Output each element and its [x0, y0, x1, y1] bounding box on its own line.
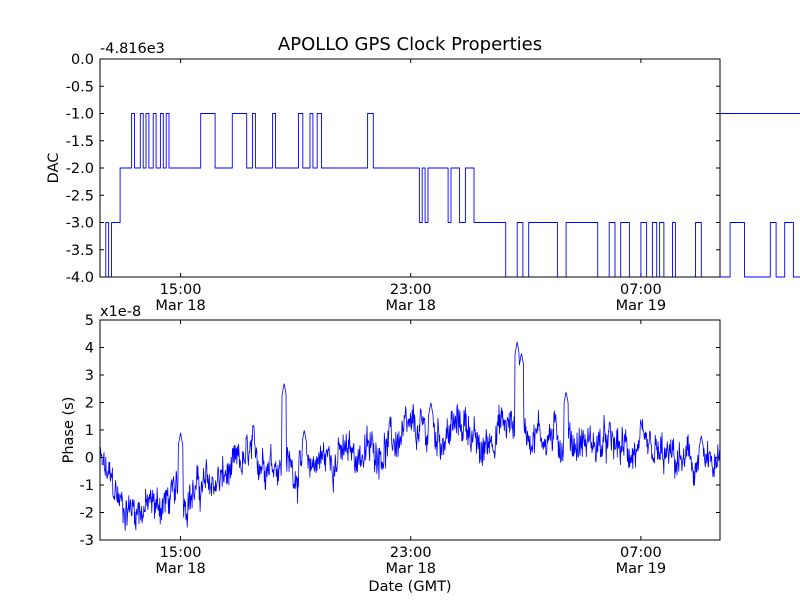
- dac-x-tick-time: 15:00: [160, 282, 202, 298]
- dac-y-tick-label: -1.5: [66, 134, 94, 150]
- dac-plot-frame: [99, 58, 721, 278]
- dac-y-tick-label: -1.0: [66, 107, 94, 123]
- phase-x-tick-time: 23:00: [390, 545, 432, 561]
- phase-x-tick-date: Mar 18: [155, 561, 205, 577]
- dac-y-tick-label: -4.0: [66, 270, 94, 286]
- phase-y-tick-label: -3: [80, 533, 94, 549]
- dac-axes: -4.816e3 DAC 0.0 -0.5 -1.0 -1.5 -2.0 -2.5 -3.0…: [46, 41, 800, 314]
- dac-x-tick-date: Mar 18: [386, 298, 436, 314]
- phase-y-tick-label: 2: [85, 396, 94, 412]
- phase-y-tick-label: -1: [80, 478, 94, 494]
- dac-y-tick-label: -3.5: [66, 243, 94, 259]
- dac-y-axis-label: DAC: [46, 153, 62, 184]
- dac-x-tick-date: Mar 18: [155, 298, 205, 314]
- phase-plot-frame: [99, 319, 721, 541]
- dac-y-tick-label: -3.0: [66, 216, 94, 232]
- phase-axes: x1e-8 Phase (s) Date (GMT) 543210-1-2-3 …: [61, 304, 721, 595]
- phase-y-tick-label: -2: [80, 506, 94, 522]
- dac-x-tick-date: Mar 19: [616, 298, 666, 314]
- phase-y-tick-label: 0: [85, 451, 94, 467]
- figure-title: APOLLO GPS Clock Properties: [278, 34, 542, 55]
- phase-y-tick-label: 5: [85, 313, 94, 329]
- dac-x-tick-time: 23:00: [390, 282, 432, 298]
- phase-y-tick-label: 1: [85, 423, 94, 439]
- phase-x-tick-time: 15:00: [160, 545, 202, 561]
- phase-offset-text: x1e-8: [100, 304, 141, 320]
- phase-y-tick-label: 3: [85, 368, 94, 384]
- dac-y-tick-label: -2.0: [66, 161, 94, 177]
- dac-offset-text: -4.816e3: [100, 41, 165, 57]
- dac-y-ticks: 0.0 -0.5 -1.0 -1.5 -2.0 -2.5 -3.0 -3.5 -4.0: [66, 52, 720, 286]
- dac-y-tick-label: 0.0: [71, 52, 94, 68]
- dac-y-tick-label: -2.5: [66, 188, 94, 204]
- phase-x-tick-date: Mar 18: [386, 561, 436, 577]
- phase-y-tick-label: 4: [85, 341, 94, 357]
- phase-series-line: [99, 341, 721, 531]
- phase-x-tick-time: 07:00: [620, 545, 662, 561]
- x-axis-label: Date (GMT): [368, 579, 451, 595]
- dac-x-tick-time: 07:00: [620, 282, 662, 298]
- phase-y-axis-label: Phase (s): [61, 397, 77, 464]
- phase-x-tick-date: Mar 19: [616, 561, 666, 577]
- dac-y-tick-label: -0.5: [66, 79, 94, 95]
